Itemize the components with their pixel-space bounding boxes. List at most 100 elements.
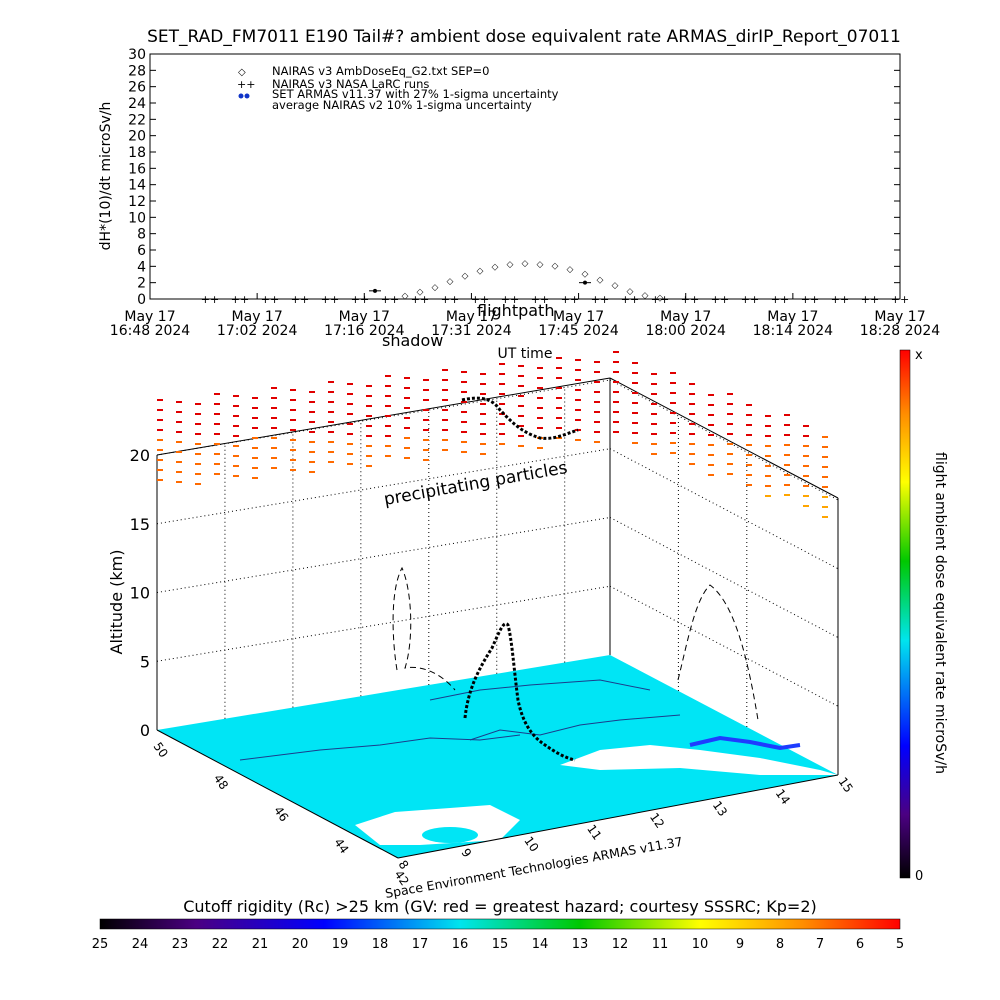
y-tick-label: 22 bbox=[128, 112, 146, 128]
diamond-point: ◇ bbox=[627, 287, 634, 297]
particles-annotation: precipitating particles bbox=[382, 458, 569, 510]
right-colorbar: x 0 flight ambient dose equivalent rate … bbox=[899, 348, 948, 884]
baseline-marker: ++ bbox=[711, 293, 729, 306]
y-tick-label: 12 bbox=[128, 194, 146, 210]
y-tick-label: 28 bbox=[128, 63, 146, 79]
y-tick-label: 20 bbox=[128, 129, 146, 145]
diamond-point: ◇ bbox=[447, 277, 454, 287]
map-contour-1 bbox=[429, 679, 651, 701]
y-tick-label: 14 bbox=[128, 178, 146, 194]
y-tick-label: 0 bbox=[137, 292, 146, 308]
diamond-point: ◇ bbox=[522, 259, 529, 269]
diamond-point: ◇ bbox=[402, 292, 409, 302]
longitude-tick-label: 13 bbox=[710, 798, 730, 819]
x-tick-label-line2: 17:02 2024 bbox=[217, 323, 298, 339]
altitude-tick-label: 5 bbox=[140, 652, 150, 671]
bottom-colorbar-tick-label: 20 bbox=[292, 937, 309, 952]
timeseries-frame bbox=[149, 53, 901, 300]
baseline-marker: ++ bbox=[861, 293, 879, 306]
legend-entry-1: NAIRAS v3 AmbDoseEq_G2.txt SEP=0 bbox=[272, 64, 489, 78]
diamond-point: ◇ bbox=[507, 260, 514, 270]
y-tick-label: 8 bbox=[137, 227, 146, 243]
latitude-tick-label: 48 bbox=[211, 772, 231, 793]
baseline-marker: ++ bbox=[531, 293, 549, 306]
longitude-tick-label: 14 bbox=[773, 787, 793, 808]
y-tick-label: 24 bbox=[128, 96, 146, 112]
bottom-colorbar-tick-label: 21 bbox=[252, 937, 269, 952]
bottom-colorbar-tick-label: 5 bbox=[896, 937, 904, 952]
x-tick-label-line2: 17:31 2024 bbox=[431, 323, 512, 339]
baseline-marker: ++ bbox=[771, 293, 789, 306]
x-tick-label-line2: 17:16 2024 bbox=[324, 323, 405, 339]
bottom-colorbar-tick-label: 18 bbox=[372, 937, 389, 952]
bottom-colorbar-tick-label: 12 bbox=[612, 937, 629, 952]
bottom-colorbar-tick-label: 15 bbox=[492, 937, 509, 952]
frame-top-right bbox=[609, 377, 839, 499]
figure-title: SET_RAD_FM7011 E190 Tail#? ambient dose … bbox=[147, 27, 901, 47]
bottom-colorbar-tick-label: 9 bbox=[736, 937, 744, 952]
diamond-point: ◇ bbox=[417, 288, 424, 298]
baseline-marker: ++ bbox=[801, 293, 819, 306]
grid-line-back-right bbox=[609, 585, 839, 707]
x-tick-label-line2: 18:14 2024 bbox=[753, 323, 834, 339]
y-tick-label: 26 bbox=[128, 80, 146, 96]
baseline-marker: ++ bbox=[321, 293, 339, 306]
x-tick-label-line1: May 17 bbox=[232, 309, 283, 325]
legend-symbol-plus: ++ bbox=[237, 78, 255, 91]
timeseries-x-axis-label: UT time bbox=[498, 346, 553, 362]
longitude-tick-label: 12 bbox=[647, 810, 667, 831]
baseline-marker: ++ bbox=[621, 293, 639, 306]
legend-symbol-dot-2 bbox=[244, 93, 250, 99]
baseline-marker: ++ bbox=[591, 293, 609, 306]
right-colorbar-bottom-label: 0 bbox=[915, 869, 923, 884]
diamond-point: ◇ bbox=[612, 281, 619, 291]
baseline-marker: ++ bbox=[741, 293, 759, 306]
bottom-colorbar: Cutoff rigidity (Rc) >25 km (GV: red = g… bbox=[92, 897, 904, 952]
x-tick-label-line2: 17:45 2024 bbox=[538, 323, 619, 339]
baseline-marker: ++ bbox=[831, 293, 849, 306]
diamond-point: ◇ bbox=[492, 262, 499, 272]
map-base bbox=[157, 655, 838, 858]
bottom-colorbar-tick-label: 24 bbox=[132, 937, 149, 952]
baseline-marker: ++ bbox=[411, 293, 429, 306]
frame-bottom-left bbox=[156, 729, 399, 859]
diamond-point: ◇ bbox=[582, 270, 589, 280]
x-tick-label-line1: May 17 bbox=[446, 309, 497, 325]
frame-top-left bbox=[156, 377, 611, 456]
legend-symbol-dot-1 bbox=[238, 93, 244, 99]
baseline-marker: ++ bbox=[381, 293, 399, 306]
baseline-marker: ++ bbox=[471, 293, 489, 306]
baseline-marker: ++ bbox=[261, 293, 279, 306]
baseline-marker: ++ bbox=[351, 293, 369, 306]
map-coast-blue bbox=[689, 735, 801, 751]
precipitating-particles bbox=[157, 351, 828, 518]
y-tick-label: 18 bbox=[128, 145, 146, 161]
altitude-tick-label: 15 bbox=[130, 515, 150, 534]
baseline-marker: ++ bbox=[681, 293, 699, 306]
bottom-colorbar-gradient bbox=[99, 918, 901, 930]
grid-line-back-left bbox=[156, 585, 611, 662]
bottom-colorbar-tick-label: 25 bbox=[92, 937, 109, 952]
legend-entry-2: NAIRAS v3 NASA LaRC runs bbox=[272, 77, 429, 91]
flight-path-top bbox=[461, 396, 579, 440]
map-contour-2 bbox=[469, 714, 681, 741]
timeseries-y-axis-label: dH*(10)/dt microSv/h bbox=[98, 102, 114, 251]
longitude-tick-label: 10 bbox=[521, 834, 541, 855]
bottom-colorbar-tick-label: 16 bbox=[452, 937, 469, 952]
x-tick-label-line1: May 17 bbox=[874, 309, 925, 325]
bottom-colorbar-tick-label: 7 bbox=[816, 937, 824, 952]
flightpath-label: flightpath bbox=[477, 301, 554, 320]
frame-bottom-right bbox=[397, 774, 839, 859]
latitude-tick-label: 50 bbox=[151, 740, 171, 761]
legend-symbol-diamond: ◇ bbox=[238, 67, 246, 78]
right-colorbar-label: flight ambient dose equivalent rate micr… bbox=[932, 452, 948, 774]
altitude-tick-label: 10 bbox=[130, 584, 150, 603]
diamond-point: ◇ bbox=[477, 266, 484, 276]
bottom-colorbar-tick-label: 11 bbox=[652, 937, 669, 952]
right-colorbar-gradient bbox=[899, 349, 911, 879]
x-tick-label-line1: May 17 bbox=[767, 309, 818, 325]
